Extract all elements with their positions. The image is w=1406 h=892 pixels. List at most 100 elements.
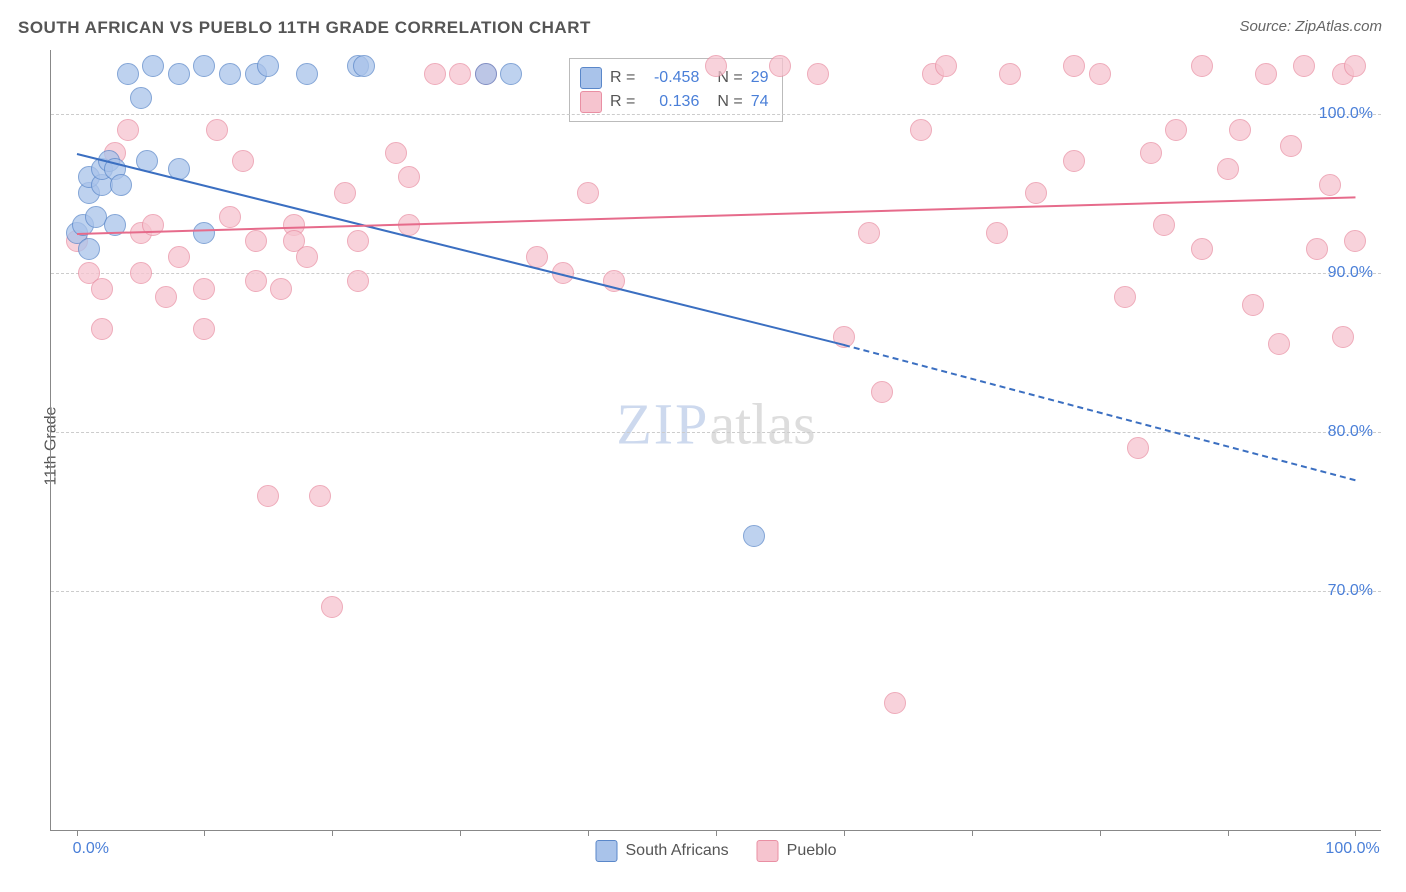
legend-row: R =-0.458N =29 [580,67,768,89]
data-point [1114,286,1136,308]
x-tick [972,830,973,836]
x-tick [1355,830,1356,836]
data-point [193,278,215,300]
x-tick [1228,830,1229,836]
data-point [999,63,1021,85]
data-point [245,270,267,292]
data-point [257,55,279,77]
data-point [871,381,893,403]
regression-line [844,345,1356,482]
data-point [500,63,522,85]
data-point [1280,135,1302,157]
data-point [232,150,254,172]
data-point [110,174,132,196]
data-point [1242,294,1264,316]
data-point [1127,437,1149,459]
data-point [1319,174,1341,196]
data-point [1268,333,1290,355]
x-tick [460,830,461,836]
data-point [1025,182,1047,204]
data-point [1063,55,1085,77]
data-point [168,63,190,85]
data-point [1293,55,1315,77]
data-point [91,278,113,300]
data-point [398,166,420,188]
legend-swatch [757,840,779,862]
data-point [1306,238,1328,260]
legend-swatch [596,840,618,862]
watermark-zip: ZIP [616,392,709,457]
data-point [424,63,446,85]
data-point [385,142,407,164]
watermark: ZIPatlas [616,391,815,458]
data-point [347,270,369,292]
legend-r-label: R = [610,93,635,111]
regression-line [76,153,844,346]
legend-r-value: 0.136 [643,93,699,111]
data-point [193,55,215,77]
series-legend-label: South Africans [626,842,729,860]
data-point [1332,326,1354,348]
data-point [858,222,880,244]
data-point [117,119,139,141]
legend-r-label: R = [610,69,635,87]
data-point [142,55,164,77]
data-point [475,63,497,85]
data-point [193,222,215,244]
data-point [296,63,318,85]
legend-n-value: 29 [751,69,769,87]
data-point [769,55,791,77]
legend-n-label: N = [717,93,742,111]
data-point [296,246,318,268]
y-tick-label: 100.0% [1319,105,1373,123]
data-point [1344,55,1366,77]
legend-n-value: 74 [751,93,769,111]
data-point [1217,158,1239,180]
x-tick [716,830,717,836]
series-legend-label: Pueblo [787,842,837,860]
data-point [1255,63,1277,85]
data-point [206,119,228,141]
data-point [986,222,1008,244]
x-tick-label: 0.0% [73,840,109,858]
data-point [1063,150,1085,172]
data-point [321,596,343,618]
data-point [219,63,241,85]
series-legend-item: Pueblo [757,840,837,862]
data-point [130,87,152,109]
x-tick [204,830,205,836]
x-tick [1100,830,1101,836]
data-point [78,238,100,260]
data-point [449,63,471,85]
data-point [935,55,957,77]
data-point [347,230,369,252]
data-point [1153,214,1175,236]
series-legend-item: South Africans [596,840,729,862]
data-point [1089,63,1111,85]
legend-r-value: -0.458 [643,69,699,87]
x-tick-label: 100.0% [1325,840,1379,858]
scatter-chart: ZIPatlas R =-0.458N =29R =0.136N =74 Sou… [50,50,1381,831]
x-tick [332,830,333,836]
page-title: SOUTH AFRICAN VS PUEBLO 11TH GRADE CORRE… [18,18,591,38]
data-point [807,63,829,85]
y-tick-label: 70.0% [1328,582,1373,600]
x-tick [77,830,78,836]
data-point [743,525,765,547]
data-point [1344,230,1366,252]
data-point [219,206,241,228]
legend-row: R = 0.136 N = 74 [580,91,768,113]
data-point [309,485,331,507]
data-point [1191,238,1213,260]
gridline [51,114,1381,115]
data-point [1140,142,1162,164]
series-legend: South Africans Pueblo [596,840,837,862]
source-label: Source: ZipAtlas.com [1239,18,1382,35]
data-point [130,262,152,284]
watermark-atlas: atlas [709,392,815,457]
data-point [884,692,906,714]
gridline [51,591,1381,592]
data-point [168,246,190,268]
data-point [270,278,292,300]
legend-swatch [580,91,602,113]
